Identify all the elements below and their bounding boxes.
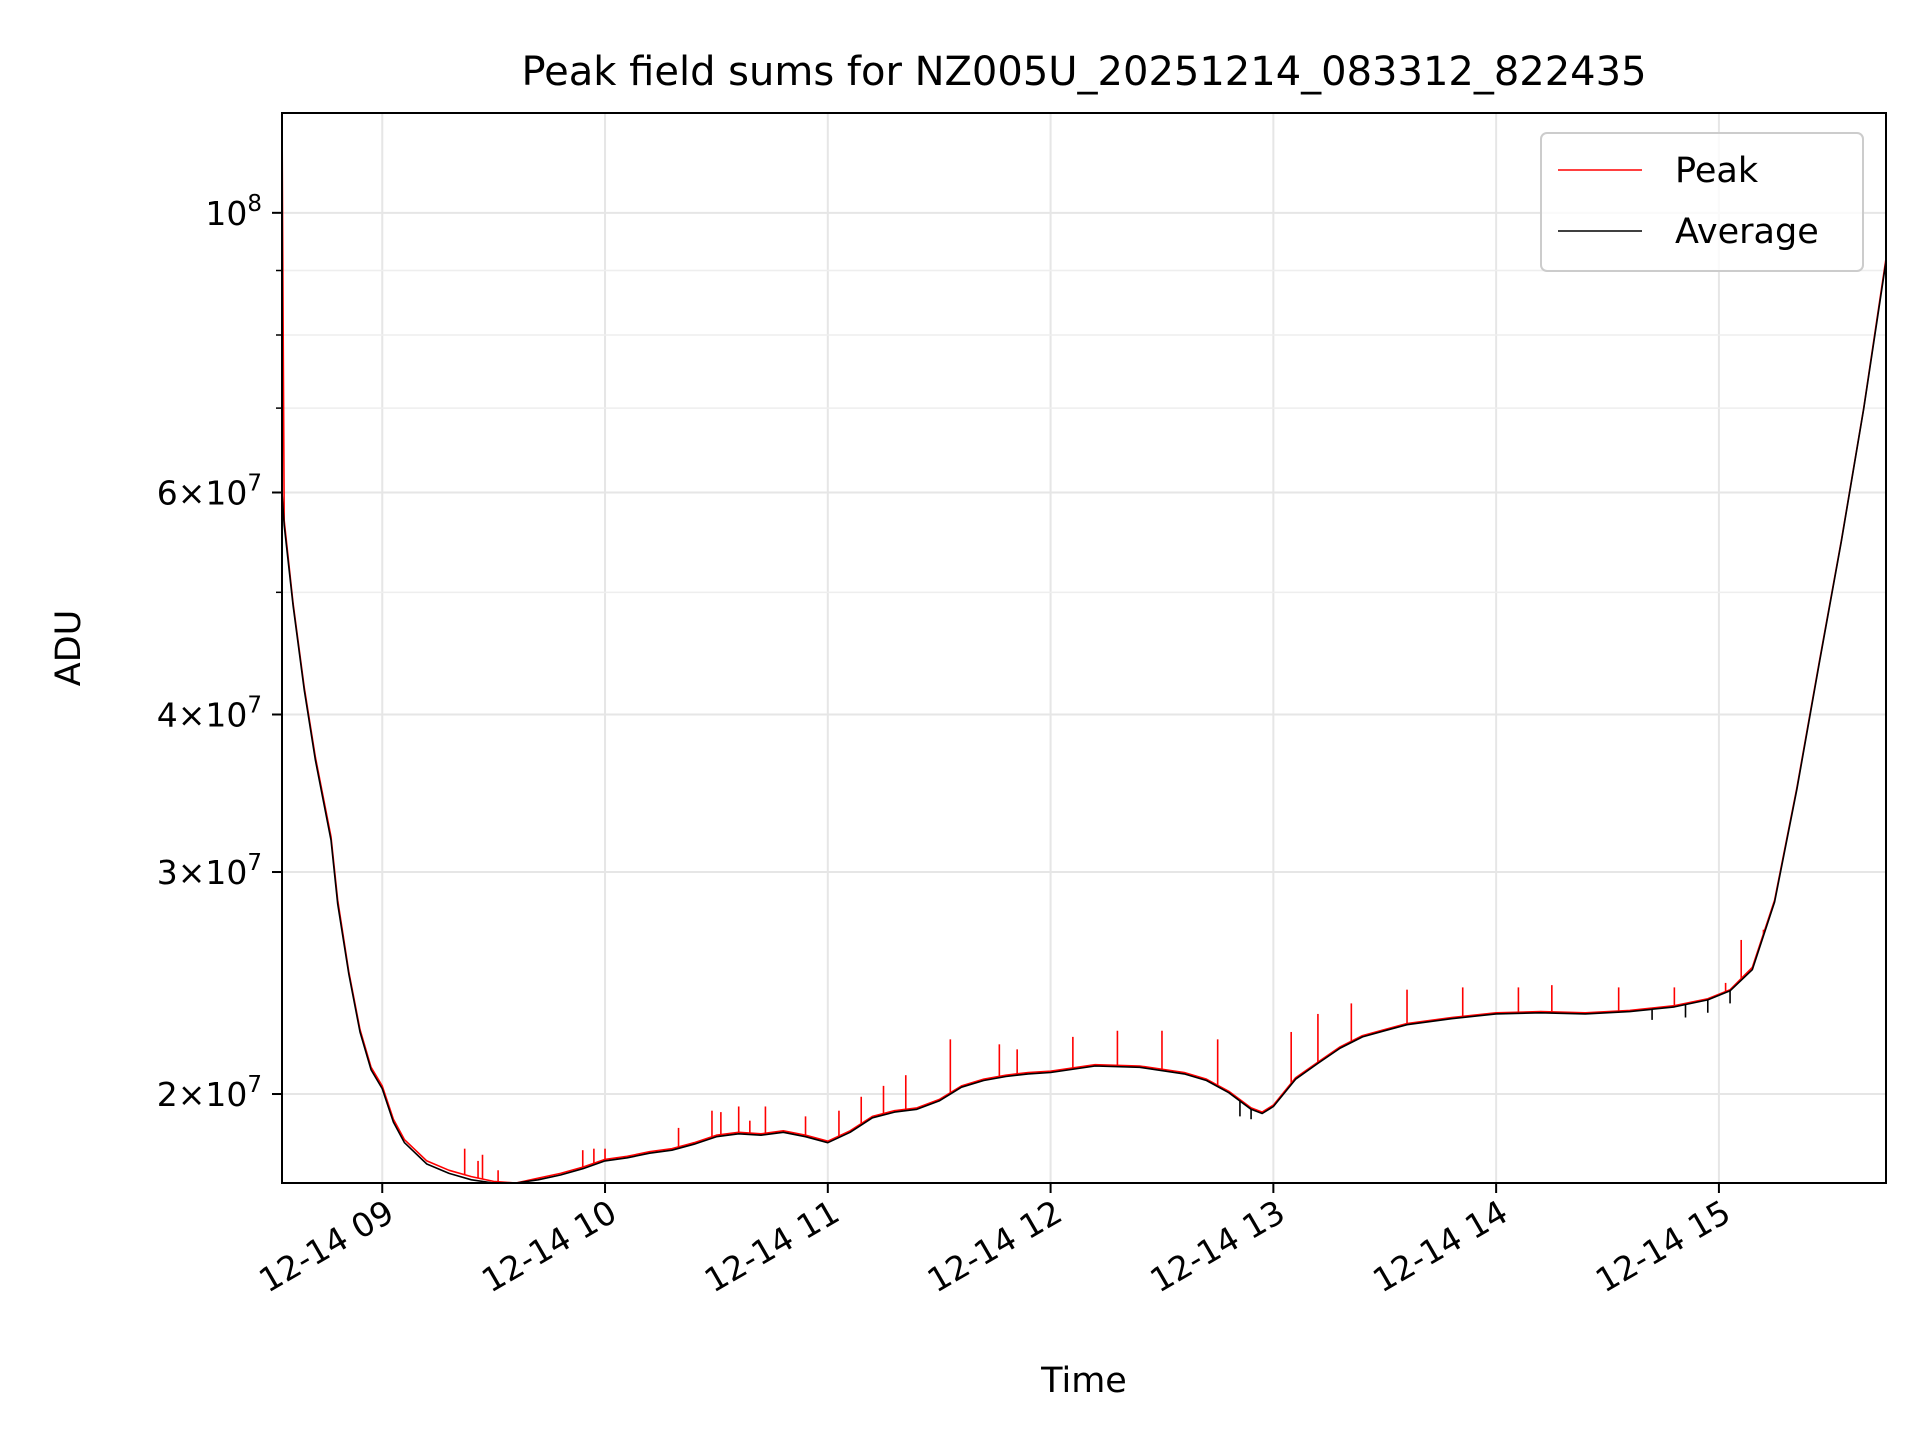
y-tick-exponent: 7 bbox=[247, 693, 262, 719]
y-tick-base: 10 bbox=[205, 194, 247, 233]
plot-frame bbox=[281, 112, 1887, 1184]
y-tick-mantissa: 6 bbox=[157, 474, 178, 513]
y-tick-mantissa: 3 bbox=[157, 853, 178, 892]
y-tick-times: ×10 bbox=[178, 1075, 248, 1114]
y-axis-label: ADU bbox=[49, 610, 89, 687]
y-tick-times: ×10 bbox=[178, 853, 248, 892]
legend-label-peak: Peak bbox=[1675, 151, 1759, 191]
y-tick-mantissa: 2 bbox=[157, 1075, 178, 1114]
y-tick-label: 4×107 bbox=[157, 693, 262, 735]
y-tick-exponent: 7 bbox=[247, 1072, 262, 1098]
legend-label-average: Average bbox=[1675, 212, 1819, 252]
grid bbox=[282, 113, 1886, 1183]
y-tick-mantissa: 4 bbox=[157, 696, 178, 735]
y-tick-exponent: 8 bbox=[247, 191, 262, 217]
legend: Peak Average bbox=[1540, 132, 1864, 272]
y-tick-exponent: 7 bbox=[247, 850, 262, 876]
y-tick-label: 3×107 bbox=[157, 850, 262, 892]
x-axis-label: Time bbox=[1040, 1361, 1127, 1401]
y-tick-label: 6×107 bbox=[157, 471, 262, 513]
y-tick-times: ×10 bbox=[178, 474, 248, 513]
series-average bbox=[281, 261, 1887, 1184]
y-tick-exponent: 7 bbox=[247, 471, 262, 497]
y-tick-label: 108 bbox=[205, 191, 262, 233]
y-tick-label: 2×107 bbox=[157, 1072, 262, 1114]
y-tick-times: ×10 bbox=[178, 696, 248, 735]
series-line-average bbox=[281, 261, 1887, 1184]
chart-title: Peak field sums for NZ005U_20251214_0833… bbox=[521, 49, 1646, 95]
legend-box bbox=[1540, 132, 1864, 272]
series-peak bbox=[281, 112, 1887, 1184]
series-line-peak bbox=[281, 112, 1887, 1184]
